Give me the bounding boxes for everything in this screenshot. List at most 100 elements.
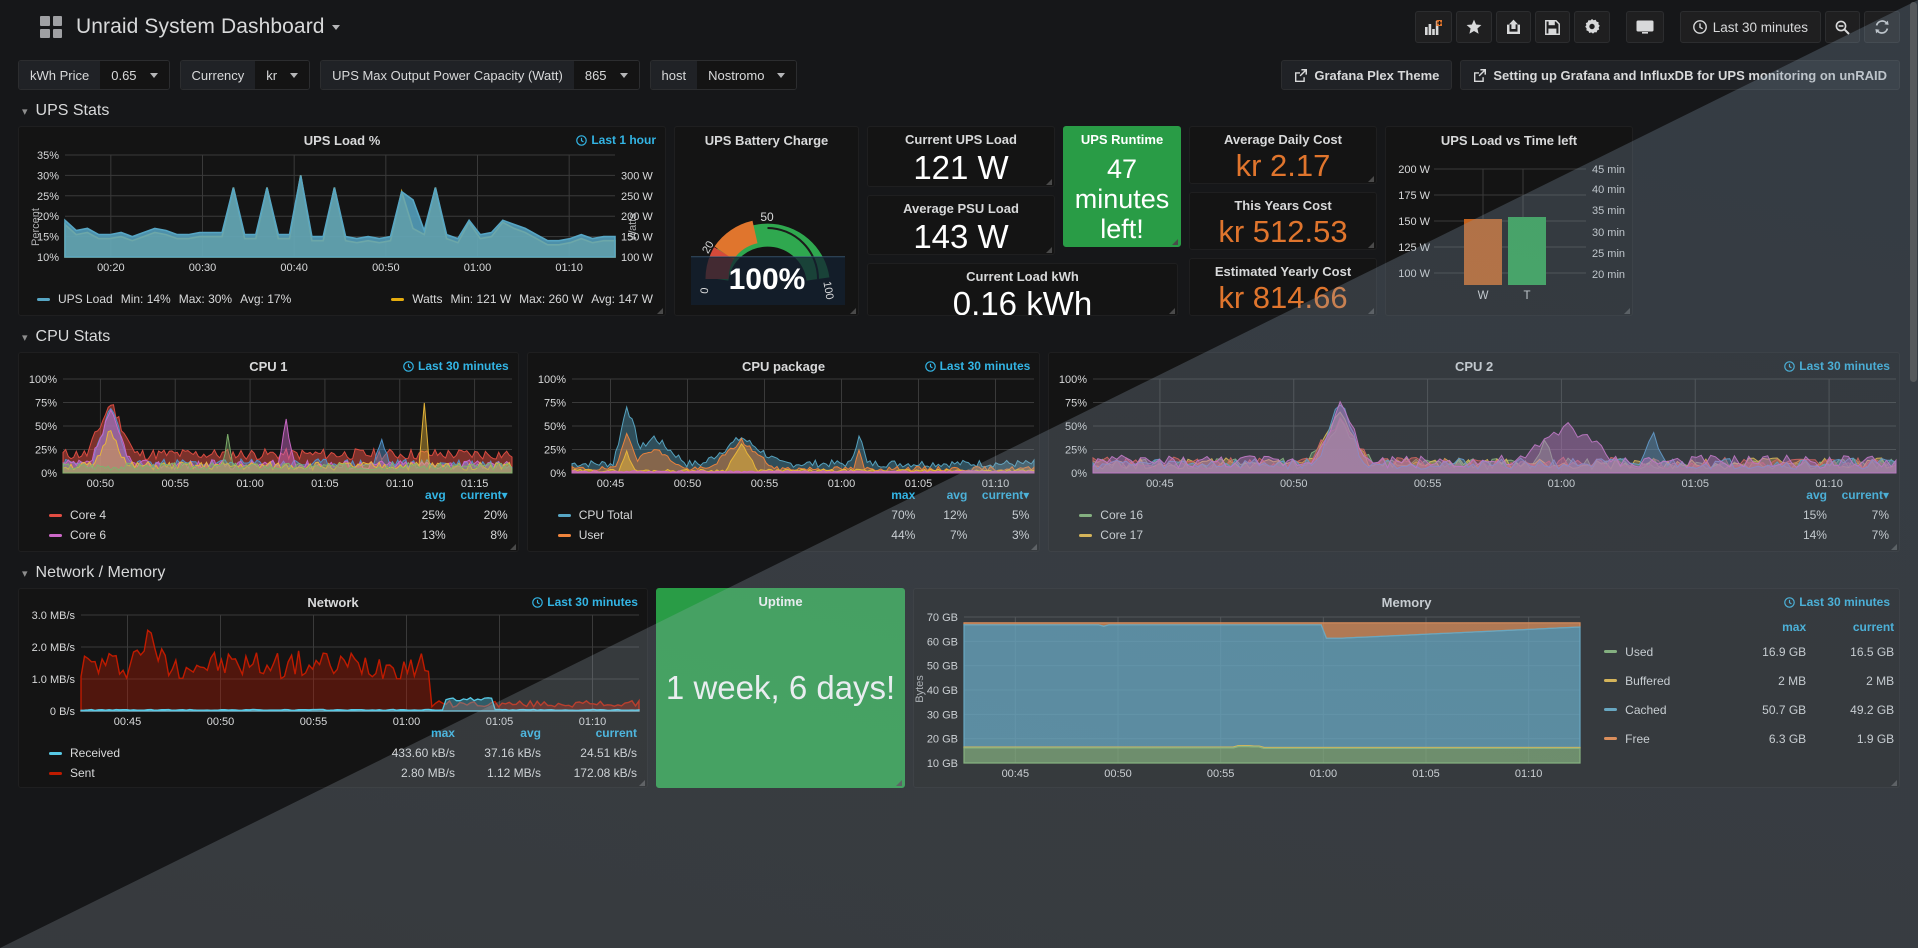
panel-resize-handle[interactable] — [1368, 308, 1374, 314]
dashboard-grid-icon[interactable] — [40, 16, 62, 38]
panel-average-daily-cost: Average Daily Cost kr 2.17 — [1189, 126, 1377, 184]
legend-item[interactable]: Core 4 25% 20% — [49, 505, 508, 525]
panel-resize-handle[interactable] — [638, 780, 645, 786]
svg-text:10 GB: 10 GB — [927, 758, 958, 770]
share-button[interactable] — [1495, 11, 1531, 43]
panel-resize-handle[interactable] — [1891, 780, 1897, 786]
section-header-ups-stats[interactable]: ▾ UPS Stats — [22, 102, 110, 119]
panel-resize-handle[interactable] — [1368, 176, 1374, 182]
dashboard-settings-button[interactable] — [1573, 11, 1610, 43]
svg-text:100%: 100% — [29, 375, 57, 386]
legend-item[interactable]: User 44% 7% 3% — [557, 525, 1029, 545]
panel-title: UPS Load vs Time left — [1440, 133, 1578, 148]
panel-resize-handle[interactable] — [1624, 308, 1630, 314]
svg-text:35 min: 35 min — [1592, 205, 1625, 217]
stat-value: 1 week, 6 days! — [665, 669, 896, 706]
svg-text:50 GB: 50 GB — [927, 661, 958, 673]
svg-text:15%: 15% — [37, 232, 59, 244]
legend-item[interactable]: Core 16 15% 7% — [1079, 505, 1889, 525]
chevron-down-icon: ▾ — [22, 105, 28, 118]
zoom-out-time-button[interactable] — [1825, 11, 1860, 43]
legend-item[interactable]: Received 433.60 kB/s 37.16 kB/s 24.51 kB… — [49, 743, 637, 763]
variable-value[interactable]: Nostromo — [697, 61, 797, 89]
stat-value: kr 814.66 — [1218, 280, 1348, 315]
svg-text:25%: 25% — [35, 445, 57, 457]
legend-item[interactable]: Sent 2.80 MB/s 1.12 MB/s 172.08 kB/s — [49, 763, 637, 783]
panel-resize-handle[interactable] — [1172, 239, 1178, 245]
legend-item[interactable]: Free 6.3 GB 1.9 GB — [1604, 724, 1894, 753]
panel-ups-runtime: UPS Runtime 47 minutes left! — [1063, 126, 1181, 247]
page-scrollbar[interactable] — [1909, 0, 1918, 948]
variable-value[interactable]: kr — [255, 61, 310, 89]
svg-text:20%: 20% — [37, 211, 59, 223]
panel-resize-handle[interactable] — [1046, 247, 1052, 254]
panel-time-range[interactable]: Last 30 minutes — [1784, 595, 1890, 609]
legend-item-ups-load[interactable]: UPS Load Min: 14% Max: 30% Avg: 17% — [37, 289, 291, 309]
panel-resize-handle[interactable] — [1368, 242, 1374, 248]
panel-time-range[interactable]: Last 30 minutes — [924, 359, 1030, 373]
legend-sort-column[interactable]: current▾ — [1841, 488, 1889, 502]
favorite-star-button[interactable] — [1455, 11, 1492, 43]
dashboard-title-button[interactable]: Unraid System Dashboard — [76, 15, 340, 39]
section-header-network-memory[interactable]: ▾ Network / Memory — [22, 564, 166, 581]
dashboard-link-grafana-plex-theme[interactable]: Grafana Plex Theme — [1281, 60, 1453, 90]
legend-item[interactable]: CPU Total 70% 12% 5% — [557, 505, 1029, 525]
svg-text:200 W: 200 W — [1398, 164, 1430, 176]
top-navbar: Unraid System Dashboard Last 30 minutes — [0, 0, 1918, 54]
variable-value[interactable]: 0.65 — [100, 61, 169, 89]
panel-resize-handle[interactable] — [657, 308, 663, 314]
panel-current-ups-load: Current UPS Load 121 W — [867, 126, 1055, 187]
cpu-stats-row: CPU 1 Last 30 minutes 100% 75% 50% 25% 0% 00:… — [0, 352, 1918, 552]
scrollbar-thumb[interactable] — [1910, 2, 1917, 382]
panel-time-range[interactable]: Last 30 minutes — [532, 595, 638, 609]
stat-value: kr 2.17 — [1235, 148, 1331, 183]
legend-sort-column[interactable]: current▾ — [460, 488, 508, 502]
panel-resize-handle[interactable] — [896, 780, 903, 786]
panel-resize-handle[interactable] — [1031, 544, 1038, 550]
legend-item[interactable]: Buffered 2 MB 2 MB — [1604, 666, 1894, 695]
legend-item[interactable]: Core 17 14% 7% — [1079, 525, 1889, 545]
svg-text:20 min: 20 min — [1592, 269, 1625, 281]
panel-average-psu-load: Average PSU Load 143 W — [867, 194, 1055, 256]
cpu-1-graph: 100%75%50%25%0%00:50 00:55 01:00 01:05 01:10… — [29, 375, 513, 490]
legend-item-watts[interactable]: Watts Min: 121 W Max: 260 W Avg: 147 W — [391, 289, 653, 309]
svg-text:30 GB: 30 GB — [927, 709, 958, 721]
refresh-button[interactable] — [1864, 11, 1900, 43]
svg-text:125 W: 125 W — [1398, 242, 1430, 254]
panel-resize-handle[interactable] — [850, 308, 856, 314]
variable-host[interactable]: host Nostromo — [649, 60, 798, 90]
panel-current-load-kwh: Current Load kWh 0.16 kWh — [867, 263, 1178, 317]
time-range-picker[interactable]: Last 30 minutes — [1679, 11, 1821, 43]
legend-sort-column[interactable]: current▾ — [981, 488, 1030, 502]
panel-resize-handle[interactable] — [1046, 178, 1052, 185]
add-panel-button[interactable] — [1414, 11, 1452, 43]
variable-value[interactable]: 865 — [573, 61, 639, 89]
variable-kwh-price[interactable]: kWh Price 0.65 — [18, 60, 170, 90]
legend-sort-column[interactable]: max — [430, 726, 455, 740]
panel-resize-handle[interactable] — [509, 544, 516, 550]
cpu-2-graph: 100%75%50%25%0%00:45 00:50 00:55 01:00 01:05… — [1059, 375, 1897, 490]
legend-item[interactable]: Core 6 13% 8% — [49, 525, 508, 545]
panel-time-range[interactable]: Last 1 hour — [576, 133, 656, 147]
section-header-cpu-stats[interactable]: ▾ CPU Stats — [22, 328, 111, 345]
panel-time-range[interactable]: Last 30 minutes — [403, 359, 509, 373]
panel-time-range[interactable]: Last 30 minutes — [1784, 359, 1890, 373]
svg-text:W: W — [1478, 290, 1489, 302]
panel-cpu-2: CPU 2 Last 30 minutes 100% 75% 50% 25% 0% 00:… — [1048, 352, 1900, 552]
legend-item[interactable]: Used 16.9 GB 16.5 GB — [1604, 637, 1894, 666]
legend-item[interactable]: Cached 50.7 GB 49.2 GB — [1604, 695, 1894, 724]
panel-resize-handle[interactable] — [1169, 308, 1175, 315]
clock-icon — [576, 134, 588, 146]
legend-color-swatch — [391, 297, 405, 301]
svg-text:200 W: 200 W — [621, 211, 653, 223]
save-dashboard-button[interactable] — [1534, 11, 1570, 43]
svg-text:20 GB: 20 GB — [927, 734, 958, 746]
variable-currency[interactable]: Currency kr — [179, 60, 311, 90]
legend-color-swatch — [1079, 513, 1093, 517]
dashboard-link-ups-monitoring-guide[interactable]: Setting up Grafana and InfluxDB for UPS … — [1460, 60, 1900, 90]
stat-value: 143 W — [913, 217, 1009, 255]
tv-mode-button[interactable] — [1625, 11, 1664, 43]
variable-ups-max-output[interactable]: UPS Max Output Power Capacity (Watt) 865 — [320, 60, 640, 90]
svg-text:0 B/s: 0 B/s — [50, 706, 76, 718]
panel-resize-handle[interactable] — [1890, 544, 1897, 550]
